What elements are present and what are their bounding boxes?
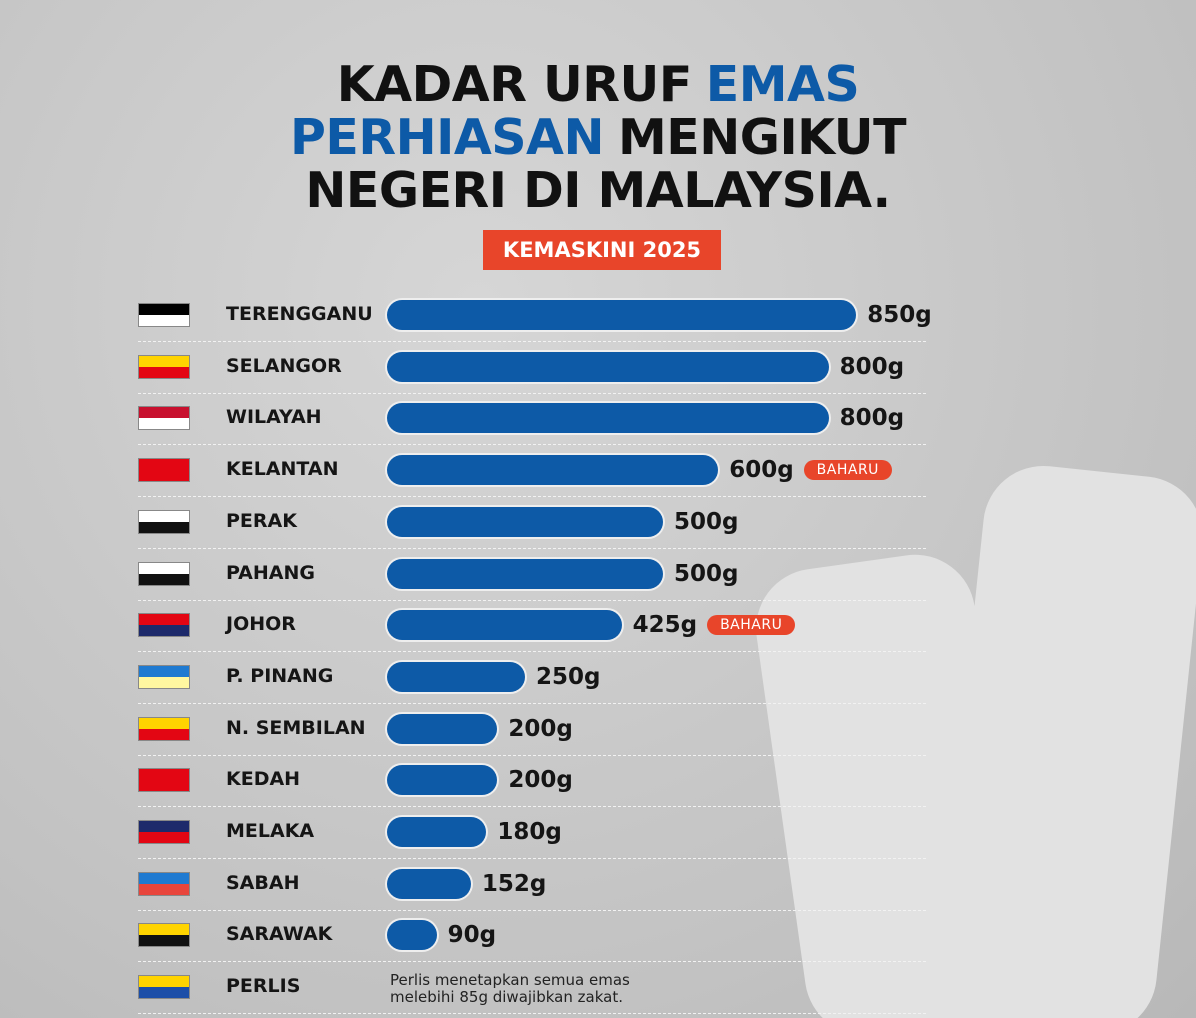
value-group: 250g	[536, 662, 600, 692]
title-part: KADAR URUF	[336, 56, 693, 113]
bar	[387, 920, 437, 951]
category-label: KEDAH	[226, 768, 301, 791]
bar	[387, 351, 829, 382]
badge: BAHARU	[803, 460, 892, 481]
value-label: 425g	[632, 612, 698, 639]
value-group: 800g	[840, 352, 904, 382]
separator	[138, 651, 926, 653]
bar	[387, 300, 857, 330]
flag	[138, 613, 190, 638]
category-label: MELAKA	[226, 820, 315, 842]
title-line: KADAR URUF EMAS	[0, 58, 1196, 111]
title-part: MENGIKUT	[617, 109, 907, 166]
value-label: 500g	[674, 508, 739, 535]
value-label: 800g	[839, 405, 905, 432]
separator	[138, 496, 926, 498]
flag	[138, 768, 190, 793]
category-label: PERLIS	[226, 975, 301, 998]
bar	[387, 817, 487, 847]
separator	[138, 341, 926, 342]
category-label: TERENGGANU	[226, 303, 373, 325]
bar	[387, 661, 525, 692]
value-group: 200g	[508, 765, 572, 795]
separator	[138, 806, 926, 808]
separator	[138, 547, 926, 549]
value-label: 250g	[536, 663, 601, 690]
category-label: PERAK	[226, 509, 297, 532]
separator	[138, 858, 926, 859]
value-group: 600g BAHARU	[729, 455, 892, 485]
category-label: N. SEMBILAN	[226, 716, 366, 739]
separator	[138, 392, 926, 394]
note: Perlis menetapkan semua emas melebihi 85…	[390, 971, 630, 1007]
glove-decoration	[931, 460, 1196, 1018]
category-label: WILAYAH	[226, 406, 322, 429]
flag	[138, 716, 190, 741]
flag	[138, 561, 190, 586]
category-label: KELANTAN	[226, 458, 339, 481]
separator	[138, 909, 926, 911]
value-group: 152g	[482, 869, 546, 899]
value-group: 90g	[448, 920, 496, 950]
category-label: JOHOR	[226, 613, 296, 636]
category-label: SARAWAK	[226, 923, 333, 946]
value-group: 500g	[674, 507, 738, 537]
separator	[138, 444, 926, 446]
value-label: 800g	[839, 353, 905, 380]
value-label: 180g	[497, 819, 562, 845]
flag	[138, 975, 190, 1000]
value-group: 425g BAHARU	[633, 610, 796, 640]
flag	[138, 406, 190, 431]
value-group: 850g	[867, 300, 931, 330]
title-part: EMAS	[705, 56, 860, 113]
title-line: NEGERI DI MALAYSIA.	[0, 164, 1196, 217]
bar	[387, 713, 498, 744]
bar	[387, 610, 622, 641]
flag	[138, 820, 190, 844]
value-group: 800g	[840, 403, 904, 433]
flag	[138, 303, 190, 327]
value-label: 152g	[481, 870, 547, 897]
value-label: 200g	[508, 715, 573, 742]
title-line: PERHIASAN MENGIKUT	[0, 111, 1196, 164]
value-group: 200g	[508, 714, 572, 744]
flag	[138, 458, 190, 483]
bar	[387, 558, 663, 589]
separator	[138, 754, 926, 756]
value-label: 90g	[447, 922, 497, 949]
category-label: SABAH	[226, 871, 300, 894]
category-label: PAHANG	[226, 561, 315, 584]
separator	[138, 702, 926, 704]
bar	[387, 868, 471, 899]
bar	[387, 455, 719, 486]
bar	[387, 506, 663, 537]
title-part: PERHIASAN	[289, 109, 605, 166]
bar	[387, 765, 498, 796]
separator	[138, 1013, 926, 1015]
title-part: NEGERI DI MALAYSIA.	[305, 162, 891, 219]
flag	[138, 664, 190, 689]
separator	[138, 599, 926, 601]
value-label: 850g	[867, 302, 932, 328]
chart-title: KADAR URUF EMAS PERHIASAN MENGIKUT NEGERI DI…	[0, 58, 1196, 217]
separator	[138, 961, 926, 963]
value-label: 600g	[729, 457, 794, 484]
value-group: 500g	[674, 559, 738, 589]
flag	[138, 509, 190, 534]
flag	[138, 871, 190, 896]
value-label: 500g	[674, 560, 739, 587]
badge: BAHARU	[707, 615, 796, 636]
subtitle: KEMASKINI 2025	[483, 230, 721, 270]
category-label: P. PINANG	[226, 664, 334, 687]
value-group: 180g	[497, 817, 561, 847]
bar	[387, 403, 829, 434]
flag	[138, 923, 190, 948]
category-label: SELANGOR	[226, 354, 342, 377]
flag	[138, 354, 190, 379]
value-label: 200g	[508, 767, 573, 794]
